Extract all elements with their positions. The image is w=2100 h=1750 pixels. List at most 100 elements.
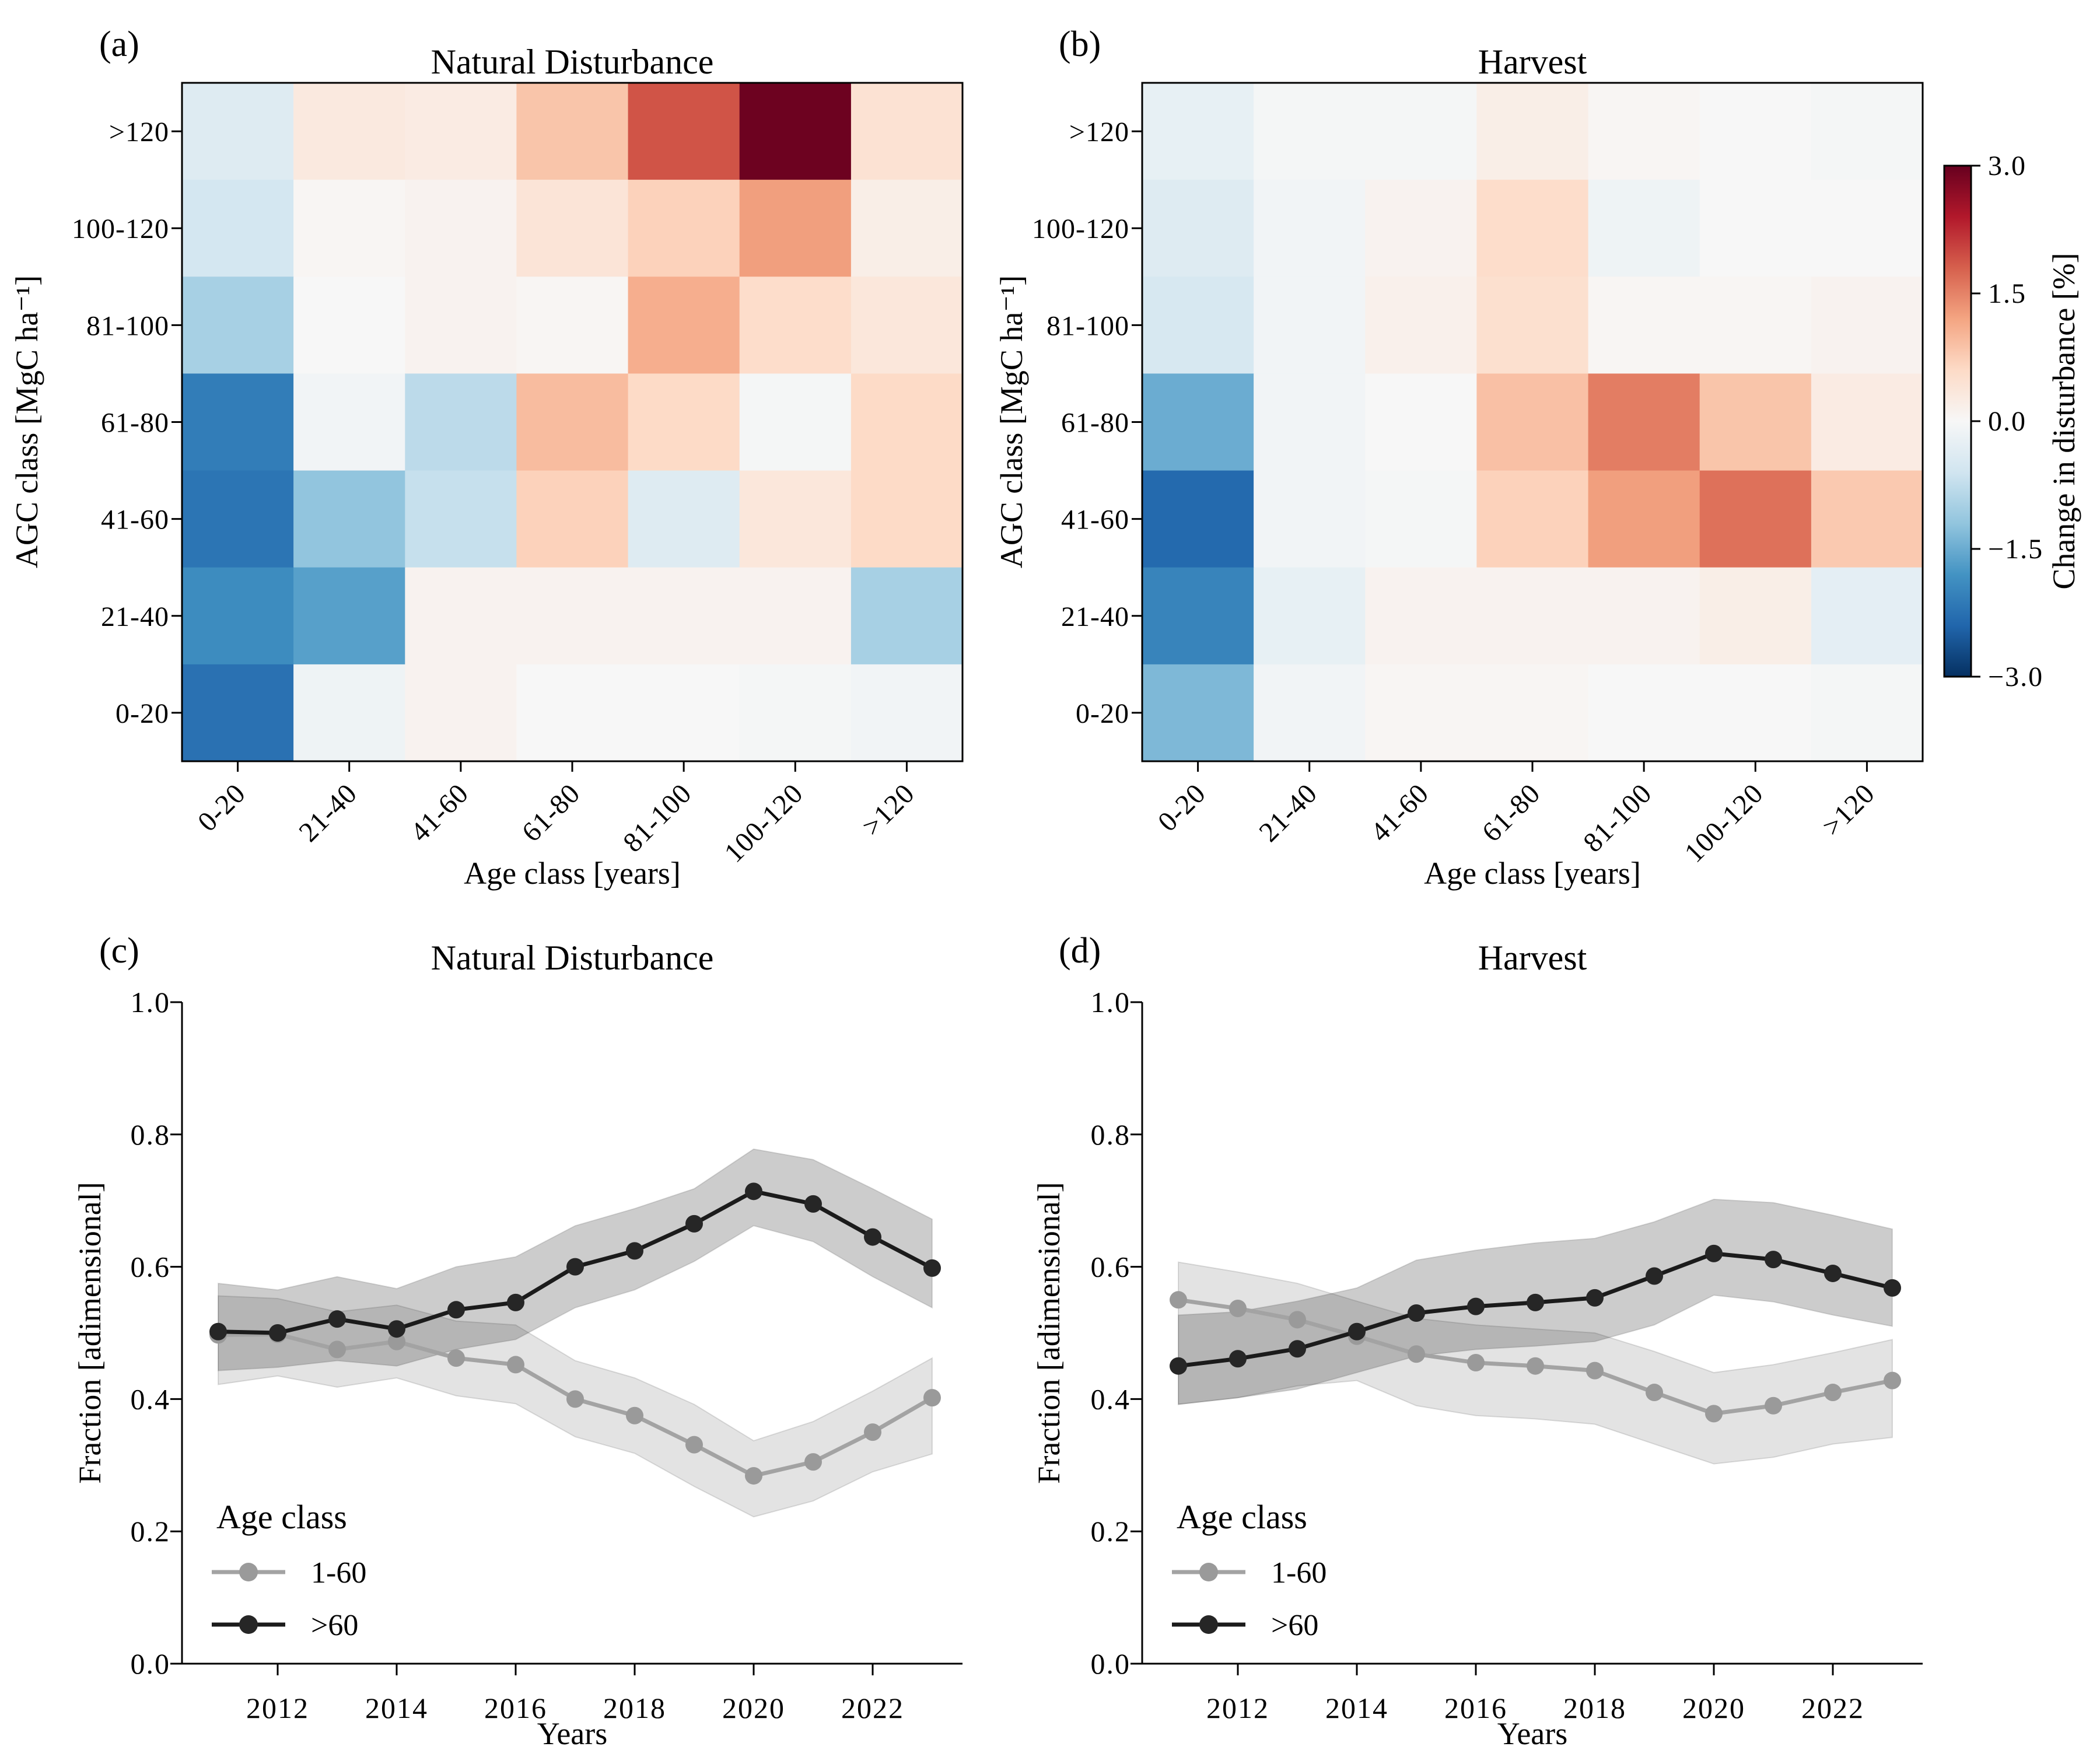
heatmap-cell	[850, 470, 963, 568]
heatmap-cell	[516, 373, 629, 471]
heatmap-cell	[1811, 567, 1923, 665]
x-tick-label: 0-20	[1152, 778, 1212, 838]
heatmap-cell	[516, 664, 629, 762]
heatmap-cell	[293, 276, 406, 374]
y-tick-label: 0.8	[1091, 1118, 1131, 1151]
heatmap-cell	[182, 276, 295, 374]
y-tick-label: 61-80	[101, 408, 169, 439]
data-point-0	[1884, 1371, 1901, 1390]
x-tick-label: 41-60	[404, 778, 474, 848]
panel-c-title: Natural Disturbance	[431, 939, 714, 977]
panel-d-yaxis-title: Fraction [adimensional]	[1031, 1182, 1066, 1483]
heatmap-cell	[850, 83, 963, 181]
y-tick-label: 0.6	[1091, 1251, 1131, 1283]
heatmap-cell	[850, 567, 963, 665]
legend-d-title: Age class	[1177, 1498, 1307, 1536]
panel-d-title: Harvest	[1478, 939, 1587, 977]
data-point-1	[269, 1324, 286, 1342]
heatmap-cell	[293, 373, 406, 471]
heatmap-cell	[1476, 276, 1589, 374]
heatmap-cell	[628, 470, 740, 568]
panel-c-xaxis-title: Years	[537, 1716, 608, 1750]
panel-b-xaxis-title: Age class [years]	[1424, 856, 1641, 891]
y-tick-label: 81-100	[86, 310, 169, 341]
heatmap-cell	[739, 470, 852, 568]
heatmap-cell	[405, 180, 517, 278]
heatmap-cell	[293, 470, 406, 568]
legend-d: Age class 1-60 >60	[1172, 1498, 1326, 1642]
heatmap-cell	[1476, 83, 1589, 181]
data-point-0	[1170, 1291, 1187, 1309]
data-point-0	[804, 1453, 822, 1471]
data-point-1	[507, 1293, 524, 1311]
data-point-1	[804, 1195, 822, 1213]
panel-b-yaxis-title: AGC class [MgC ha⁻¹]	[994, 275, 1029, 568]
panel-b-title: Harvest	[1478, 43, 1587, 81]
x-tick-label: 100-120	[1679, 778, 1770, 869]
heatmap-cell	[405, 470, 517, 568]
data-point-1	[1884, 1279, 1901, 1297]
panel-d-xaxis-title: Years	[1497, 1716, 1568, 1750]
heatmap-cell	[1699, 470, 1812, 568]
x-tick-label: 2014	[365, 1692, 428, 1724]
y-tick-label: 100-120	[1032, 214, 1129, 244]
data-point-0	[1408, 1345, 1425, 1363]
panel-c-yaxis-title: Fraction [adimensional]	[72, 1182, 107, 1483]
x-tick-label: 2012	[1206, 1692, 1269, 1724]
data-point-1	[923, 1259, 941, 1277]
panel-label-b: (b)	[1059, 24, 1101, 64]
heatmap-cell	[516, 180, 629, 278]
x-tick-label: 21-40	[1253, 778, 1323, 848]
colorbar-tick-label: 0.0	[1988, 406, 2027, 437]
x-tick-label: 2016	[1444, 1692, 1507, 1724]
panel-a-yaxis-title: AGC class [MgC ha⁻¹]	[9, 275, 44, 568]
panel-label-d: (d)	[1059, 931, 1101, 971]
heatmap-cell	[1588, 470, 1700, 568]
heatmap-cell	[293, 180, 406, 278]
heatmap-cell	[182, 470, 295, 568]
heatmap-cell	[1476, 180, 1589, 278]
heatmap-cell	[1476, 470, 1589, 568]
data-point-0	[864, 1423, 881, 1441]
y-tick-label: 0-20	[1076, 698, 1129, 729]
y-tick-label: 0.4	[131, 1382, 171, 1415]
heatmap-cell	[516, 83, 629, 181]
heatmap-cell	[1365, 180, 1478, 278]
heatmap-cell	[516, 470, 629, 568]
y-tick-label: 0.0	[1091, 1647, 1131, 1680]
x-tick-label: 100-120	[719, 778, 810, 869]
data-point-1	[566, 1258, 584, 1276]
panel-harvest-line: (d) Harvest 0.0 0.2 0.4 0.6 0.8 1.0 2012 2014 20…	[1031, 931, 1923, 1750]
heatmap-cell	[628, 276, 740, 374]
data-point-1	[1408, 1304, 1425, 1322]
heatmap-cell	[739, 664, 852, 762]
y-tick-label: 0.2	[1091, 1515, 1131, 1548]
x-tick-label: 0-20	[192, 778, 252, 838]
heatmap-cell	[1811, 276, 1923, 374]
x-tick-label: 21-40	[293, 778, 363, 848]
heatmap-cell	[1365, 373, 1478, 471]
data-point-1	[1586, 1289, 1604, 1307]
data-point-1	[1170, 1357, 1187, 1375]
data-point-1	[1705, 1244, 1723, 1262]
legend-c-marker-1-60	[239, 1563, 258, 1581]
panel-harvest-heatmap: (b) Harvest >120 100-120 81-100 61-80 41-60 2…	[994, 24, 1924, 891]
data-point-0	[1765, 1396, 1782, 1415]
heatmap-cell	[1254, 470, 1366, 568]
heatmap-cell	[182, 373, 295, 471]
colorbar-tick-label: −1.5	[1988, 534, 2043, 565]
line-chart-c-plot: 0.0 0.2 0.4 0.6 0.8 1.0 2012 2014 2016 2018 2020 20…	[131, 986, 963, 1724]
data-point-1	[864, 1228, 881, 1246]
heatmap-cell	[1365, 276, 1478, 374]
data-point-0	[1824, 1384, 1842, 1402]
x-tick-label: >120	[856, 778, 921, 842]
legend-d-marker-1-60	[1199, 1563, 1218, 1581]
x-tick-label: 2014	[1325, 1692, 1388, 1724]
heatmap-cell	[293, 83, 406, 181]
data-point-0	[1467, 1354, 1485, 1372]
heatmap-cell	[293, 664, 406, 762]
data-point-1	[1765, 1251, 1782, 1269]
heatmap-cell	[1142, 470, 1255, 568]
heatmap-cell	[628, 180, 740, 278]
